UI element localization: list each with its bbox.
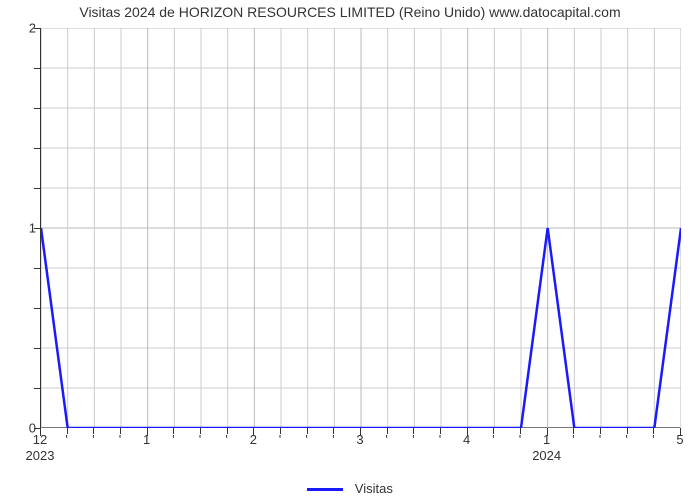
- xtick-minor-glyph: ': [625, 432, 627, 447]
- xtick-minor-glyph: ': [119, 432, 121, 447]
- ytick-mark: [34, 28, 40, 29]
- chart-container: Visitas 2024 de HORIZON RESOURCES LIMITE…: [0, 0, 700, 500]
- xtick-label-secondary: 2024: [532, 448, 561, 463]
- chart-title: Visitas 2024 de HORIZON RESOURCES LIMITE…: [0, 4, 700, 20]
- legend: Visitas: [0, 481, 700, 496]
- xtick-mark-major: [467, 428, 468, 436]
- xtick-mark-major: [547, 428, 548, 436]
- xtick-minor-glyph: ': [519, 432, 521, 447]
- ytick-mark: [34, 388, 40, 389]
- xtick-minor-glyph: ': [279, 432, 281, 447]
- legend-color-swatch: [307, 488, 343, 491]
- xtick-mark-major: [360, 428, 361, 436]
- plot-area: [40, 28, 680, 428]
- xtick-minor-glyph: ': [172, 432, 174, 447]
- ytick-mark: [34, 188, 40, 189]
- xtick-mark-major: [253, 428, 254, 436]
- xtick-minor-glyph: ': [385, 432, 387, 447]
- legend-label: Visitas: [355, 481, 393, 496]
- plot-svg: [41, 28, 681, 428]
- ytick-mark: [34, 228, 40, 229]
- xtick-mark-major: [147, 428, 148, 436]
- ytick-mark: [34, 308, 40, 309]
- xtick-mark-major: [40, 428, 41, 436]
- xtick-minor-glyph: ': [92, 432, 94, 447]
- xtick-label-secondary: 2023: [26, 448, 55, 463]
- xtick-minor-glyph: ': [652, 432, 654, 447]
- xtick-minor-glyph: ': [599, 432, 601, 447]
- xtick-minor-glyph: ': [305, 432, 307, 447]
- xtick-minor-glyph: ': [572, 432, 574, 447]
- ytick-mark: [34, 148, 40, 149]
- ytick-mark: [34, 108, 40, 109]
- xtick-minor-glyph: ': [225, 432, 227, 447]
- ytick-mark: [34, 348, 40, 349]
- xtick-minor-glyph: ': [199, 432, 201, 447]
- xtick-minor-glyph: ': [439, 432, 441, 447]
- xtick-mark-major: [680, 428, 681, 436]
- xtick-minor-glyph: ': [332, 432, 334, 447]
- ytick-mark: [34, 268, 40, 269]
- xtick-minor-glyph: ': [412, 432, 414, 447]
- xtick-minor-glyph: ': [65, 432, 67, 447]
- ytick-mark: [34, 68, 40, 69]
- xtick-minor-glyph: ': [492, 432, 494, 447]
